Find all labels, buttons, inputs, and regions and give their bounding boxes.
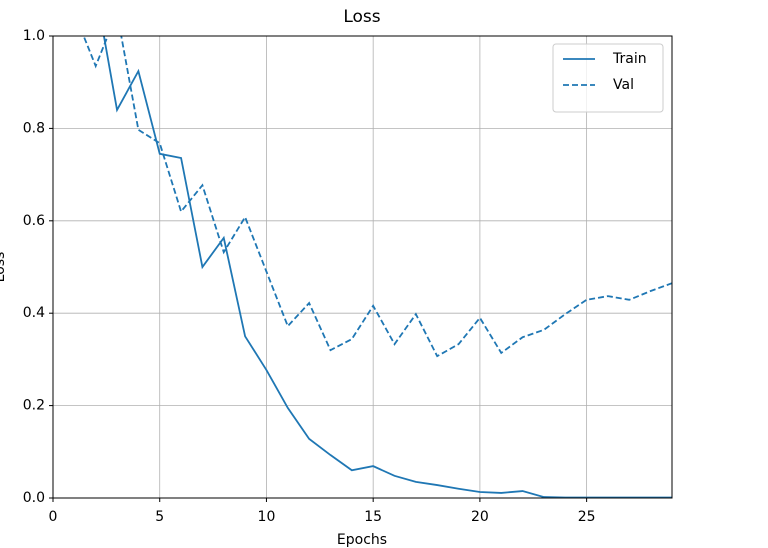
y-axis-label: Loss xyxy=(0,252,8,283)
x-tick-label: 25 xyxy=(578,509,596,525)
x-axis-label: Epochs xyxy=(337,532,387,548)
y-tick-label: 0.6 xyxy=(23,213,45,229)
x-tick-label: 20 xyxy=(471,509,489,525)
x-tick-label: 0 xyxy=(49,509,58,525)
plot-frame xyxy=(52,35,673,499)
legend-box xyxy=(552,43,664,113)
y-tick-label: 1.0 xyxy=(23,28,45,44)
y-tick-label: 0.8 xyxy=(23,120,45,136)
legend-label: Val xyxy=(613,77,634,93)
y-tick-label: 0.4 xyxy=(23,305,45,321)
line-series xyxy=(82,36,672,358)
legend-label: Train xyxy=(612,51,647,67)
x-tick-label: 10 xyxy=(258,509,276,525)
x-tick-label: 5 xyxy=(155,509,164,525)
y-tick-label: 0.0 xyxy=(23,490,45,506)
y-tick-label: 0.2 xyxy=(23,398,45,414)
chart-title: Loss xyxy=(343,7,380,27)
x-tick-label: 15 xyxy=(364,509,382,525)
